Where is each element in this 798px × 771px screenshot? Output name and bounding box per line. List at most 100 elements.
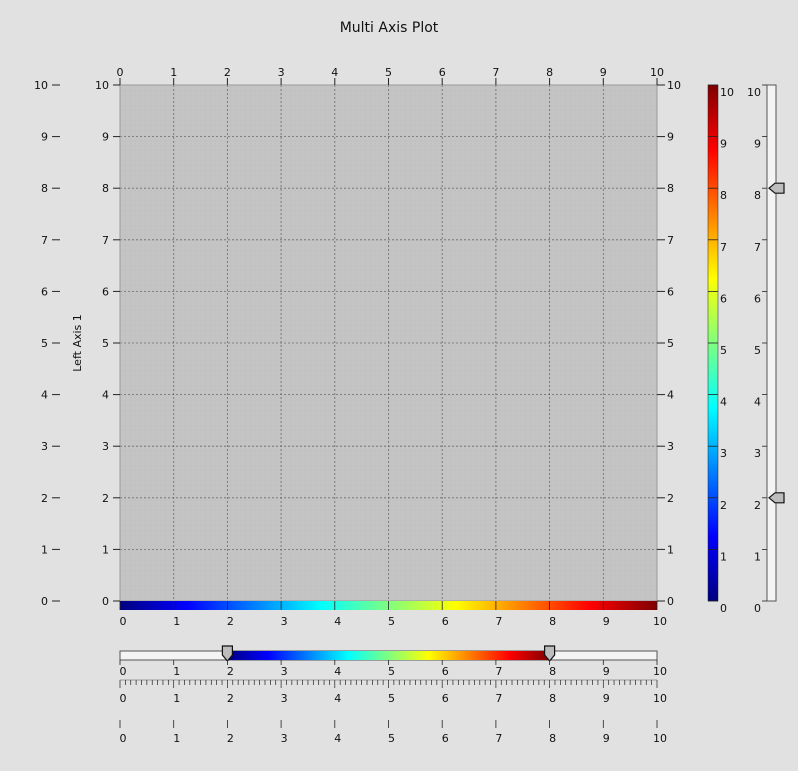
bottom-slider-tick-label-10: 10 (653, 665, 667, 678)
top-tick-label-5: 5 (385, 66, 392, 79)
bottom-axis-minor: 0 1 2 3 4 5 6 7 8 9 10 (120, 679, 667, 705)
bottom-axis-3: 0 1 2 3 4 5 6 7 8 9 10 (120, 720, 667, 745)
bottom-slider-range-fill (227, 651, 550, 660)
right-slider-tick-label-4: 4 (754, 396, 761, 409)
bottom-slider-tick-label-1: 1 (173, 665, 180, 678)
bottom-colorbar-tick-label-8: 8 (549, 615, 556, 628)
plot-area[interactable] (119, 84, 658, 602)
right-slider-tick-label-2: 2 (754, 499, 761, 512)
left-inner-tick-label-3: 3 (102, 440, 109, 453)
major-grid (120, 85, 657, 601)
left-inner-tick-label-5: 5 (102, 337, 109, 350)
right-slider-high-handle[interactable] (768, 492, 785, 504)
left-inner-tick-label-1: 1 (102, 543, 109, 556)
top-tick-label-9: 9 (600, 66, 607, 79)
bottom-axis-3-tick-label-0: 0 (120, 732, 127, 745)
bottom-slider-axis: 0 1 2 3 4 5 6 7 8 9 10 (120, 660, 667, 678)
right-colorbar-tick-label-0: 0 (720, 602, 727, 615)
right-slider-tick-label-1: 1 (754, 550, 761, 563)
right-colorbar-tick-label-4: 4 (720, 396, 727, 409)
bottom-minor-tick-label-7: 7 (495, 692, 502, 705)
left-outer-tick-label-2: 2 (41, 492, 48, 505)
bottom-slider-tick-label-8: 8 (549, 665, 556, 678)
bottom-axis-3-tick-label-2: 2 (227, 732, 234, 745)
bottom-colorbar-tick-label-3: 3 (281, 615, 288, 628)
bottom-slider-tick-label-7: 7 (495, 665, 502, 678)
bottom-colorbar-tick-label-0: 0 (120, 615, 127, 628)
right-colorbar-tick-label-2: 2 (720, 499, 727, 512)
bottom-slider-low-handle[interactable] (221, 645, 233, 662)
bottom-range-slider[interactable] (119, 645, 658, 662)
right-inner-tick-label-0: 0 (667, 595, 674, 608)
chart-title: Multi Axis Plot (340, 20, 439, 36)
bottom-slider-tick-label-3: 3 (281, 665, 288, 678)
bottom-slider-tick-label-0: 0 (120, 665, 127, 678)
bottom-axis-3-tick-label-9: 9 (603, 732, 610, 745)
top-tick-label-10: 10 (650, 66, 664, 79)
right-inner-tick-label-2: 2 (667, 492, 674, 505)
bottom-minor-tick-label-8: 8 (549, 692, 556, 705)
left-axis-inner: 0 1 2 3 4 5 6 7 8 9 10 (95, 79, 120, 608)
right-colorbar-tick-label-1: 1 (720, 550, 727, 563)
right-slider-low-handle[interactable] (768, 182, 785, 194)
bottom-minor-tick-label-0: 0 (120, 692, 127, 705)
bottom-minor-tick-label-9: 9 (603, 692, 610, 705)
bottom-axis-3-tick-label-7: 7 (495, 732, 502, 745)
left-outer-tick-label-0: 0 (41, 595, 48, 608)
right-slider-tick-label-5: 5 (754, 344, 761, 357)
bottom-slider-high-handle[interactable] (544, 645, 556, 662)
right-colorbar-tick-label-7: 7 (720, 241, 727, 254)
left-outer-tick-label-3: 3 (41, 440, 48, 453)
bottom-axis-3-tick-label-1: 1 (173, 732, 180, 745)
top-tick-label-8: 8 (546, 66, 553, 79)
left-outer-tick-label-5: 5 (41, 337, 48, 350)
top-tick-label-3: 3 (278, 66, 285, 79)
left-outer-tick-label-6: 6 (41, 285, 48, 298)
bottom-colorbar-tick-label-6: 6 (442, 615, 449, 628)
bottom-minor-tick-label-4: 4 (334, 692, 341, 705)
bottom-colorbar-tick-label-2: 2 (227, 615, 234, 628)
left-inner-tick-label-6: 6 (102, 285, 109, 298)
bottom-minor-tick-label-1: 1 (173, 692, 180, 705)
bottom-minor-tick-label-3: 3 (281, 692, 288, 705)
top-tick-label-2: 2 (224, 66, 231, 79)
right-inner-tick-label-5: 5 (667, 337, 674, 350)
right-slider-tick-label-9: 9 (754, 138, 761, 151)
bottom-colorbar-tick-label-1: 1 (173, 615, 180, 628)
bottom-colorbar-tick-label-10: 10 (653, 615, 667, 628)
top-axis: 0 1 2 3 4 5 6 7 8 9 10 (117, 66, 664, 85)
top-tick-label-1: 1 (170, 66, 177, 79)
bottom-axis-3-tick-label-5: 5 (388, 732, 395, 745)
left-outer-tick-label-9: 9 (41, 131, 48, 144)
bottom-axis-3-tick-label-6: 6 (442, 732, 449, 745)
right-inner-tick-label-1: 1 (667, 543, 674, 556)
top-tick-label-4: 4 (331, 66, 338, 79)
bottom-minor-tick-label-6: 6 (442, 692, 449, 705)
right-inner-tick-label-9: 9 (667, 131, 674, 144)
bottom-minor-tick-label-5: 5 (388, 692, 395, 705)
bottom-axis-3-tick-label-8: 8 (549, 732, 556, 745)
left-outer-tick-label-4: 4 (41, 389, 48, 402)
right-inner-tick-label-6: 6 (667, 285, 674, 298)
left-axis-label: Left Axis 1 (71, 314, 84, 372)
right-inner-tick-label-4: 4 (667, 389, 674, 402)
right-colorbar-tick-label-9: 9 (720, 138, 727, 151)
left-axis-outer: 0 1 2 3 4 5 6 7 8 9 10 (34, 79, 60, 608)
right-colorbar-tick-label-10: 10 (720, 86, 734, 99)
right-slider-tick-label-8: 8 (754, 189, 761, 202)
right-colorbar-tick-label-8: 8 (720, 189, 727, 202)
right-inner-tick-label-3: 3 (667, 440, 674, 453)
top-tick-label-6: 6 (439, 66, 446, 79)
right-colorbar-axis: 0 1 2 3 4 5 6 7 8 9 10 (708, 84, 734, 615)
right-range-slider[interactable] (766, 84, 785, 602)
left-outer-tick-label-1: 1 (41, 543, 48, 556)
right-colorbar-tick-label-6: 6 (720, 292, 727, 305)
left-inner-tick-label-8: 8 (102, 182, 109, 195)
left-outer-tick-label-8: 8 (41, 182, 48, 195)
bottom-slider-tick-label-2: 2 (227, 665, 234, 678)
right-inner-tick-label-10: 10 (667, 79, 681, 92)
right-colorbar-tick-label-5: 5 (720, 344, 727, 357)
top-tick-label-7: 7 (492, 66, 499, 79)
left-inner-tick-label-7: 7 (102, 234, 109, 247)
